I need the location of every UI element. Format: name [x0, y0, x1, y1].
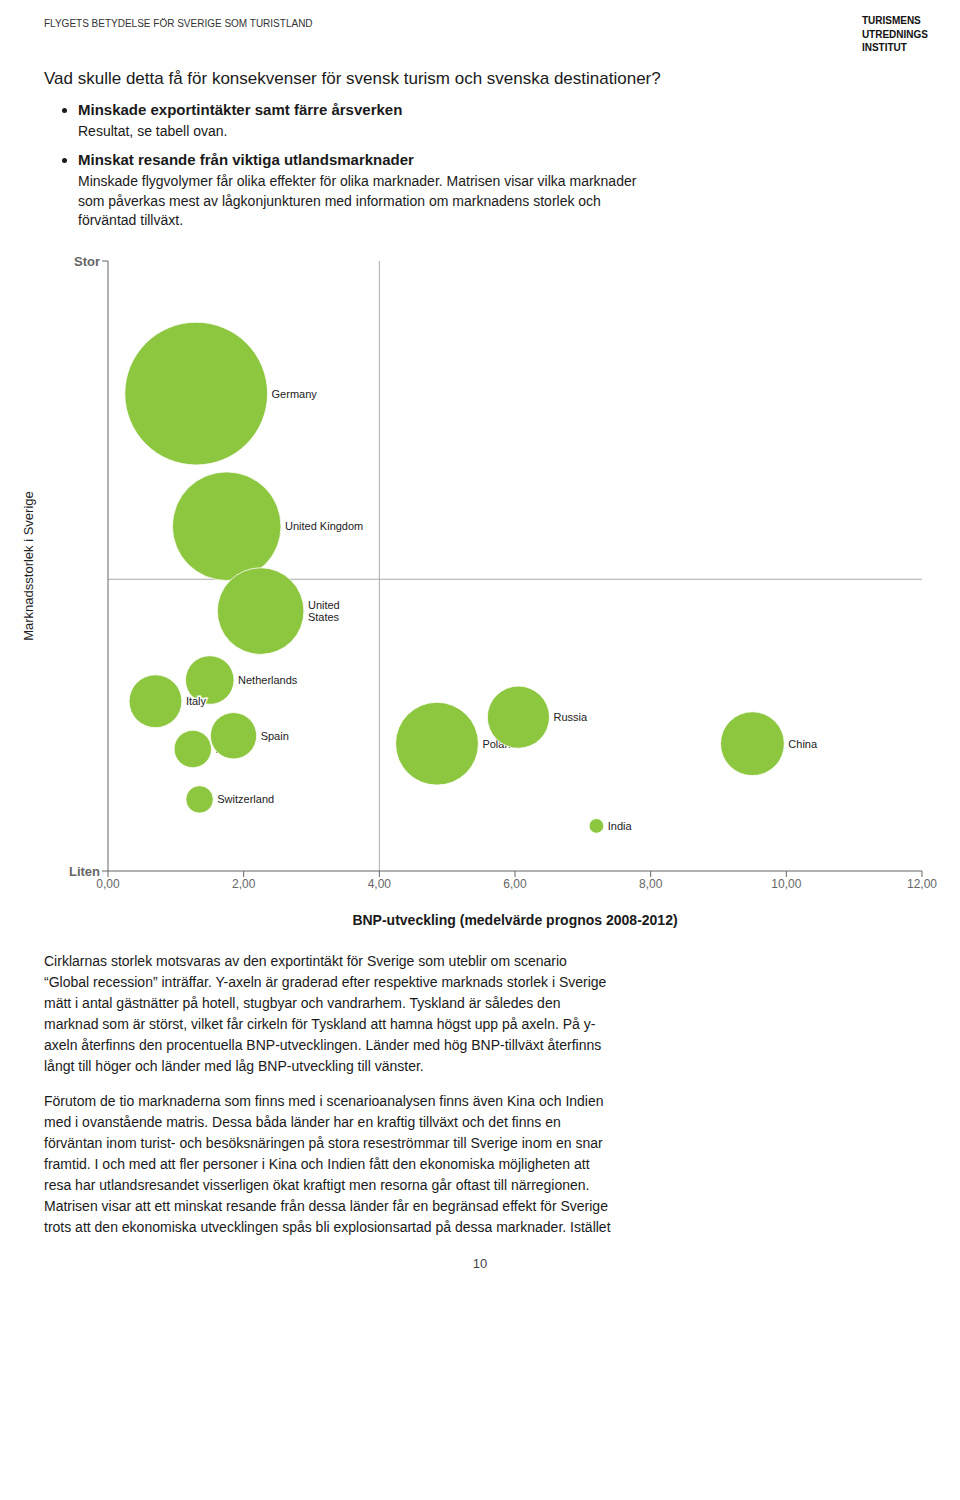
svg-text:Poland: Poland: [482, 737, 517, 750]
svg-text:Liten: Liten: [69, 863, 100, 878]
html-text:Vad skulle detta få för konsek: Vad skulle detta få för konsekvenser för…: [44, 68, 661, 88]
svg-text:Marknadsstorlek i Sverige: Marknadsstorlek i Sverige: [21, 491, 36, 641]
html-text:FLYGETS BETYDELSE FÖR SVERIGE: FLYGETS BETYDELSE FÖR SVERIGE SOM TURIST…: [44, 18, 313, 29]
svg-text:6,00: 6,00: [503, 876, 527, 890]
svg-text:Italy: Italy: [186, 695, 207, 707]
svg-text:0,00: 0,00: [96, 876, 120, 891]
svg-text:12,00: 12,00: [907, 876, 937, 890]
html-text:Minskat resande från viktiga u: Minskat resande från viktiga utlandsmark…: [78, 151, 414, 169]
svg-text:China: China: [788, 738, 818, 750]
svg-text:India: India: [608, 820, 633, 832]
html-text:TURISMENS UTREDNINGS INSTITUT: TURISMENS UTREDNINGS INSTITUT: [861, 15, 928, 53]
html-text:Resultat, se tabell ovan.: Resultat, se tabell ovan.: [78, 122, 228, 139]
html-text:Minskade flygvolymer får olika: Minskade flygvolymer får olika effekter …: [78, 173, 637, 229]
svg-text:10,00: 10,00: [771, 876, 801, 890]
svg-text:Switzerland: Switzerland: [217, 793, 274, 805]
svg-text:Spain: Spain: [261, 730, 289, 742]
svg-text:UnitedStates: UnitedStates: [308, 599, 340, 623]
html-text:Minskade exportintäkter samt f: Minskade exportintäkter samt färre årsve…: [78, 100, 403, 118]
svg-text:BNP-utveckling (medelvärde pro: BNP-utveckling (medelvärde prognos 2008-…: [352, 912, 677, 928]
svg-text:Stor: Stor: [74, 253, 100, 268]
html-text:Förutom de tio marknaderna som: Förutom de tio marknaderna som finns med…: [44, 1092, 611, 1235]
svg-text:Netherlands: Netherlands: [238, 674, 298, 686]
svg-text:2,00: 2,00: [232, 876, 256, 890]
html-text:10: 10: [472, 1255, 488, 1271]
svg-text:United Kingdom: United Kingdom: [285, 520, 363, 532]
svg-text:Russia: Russia: [553, 711, 588, 723]
svg-text:8,00: 8,00: [639, 876, 663, 890]
html-text:Cirklarnas storlek motsvaras a: Cirklarnas storlek motsvaras av den expo…: [44, 952, 607, 1074]
svg-text:Germany: Germany: [272, 387, 318, 399]
svg-text:4,00: 4,00: [368, 876, 392, 890]
